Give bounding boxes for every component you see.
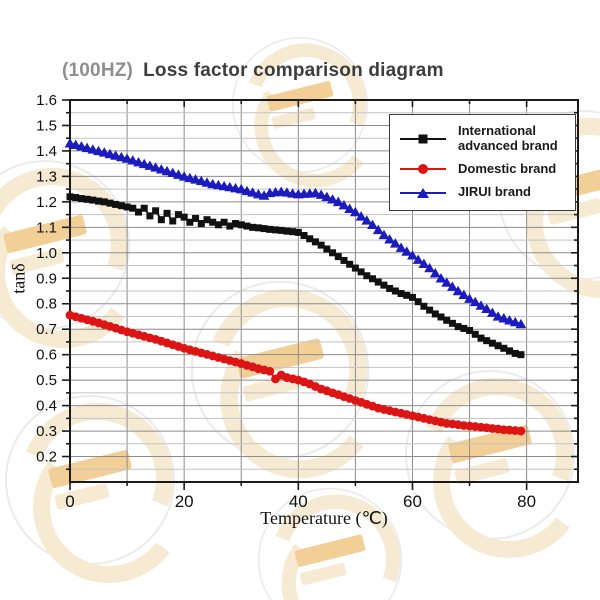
svg-text:20: 20 [175, 492, 194, 511]
y-axis-title: tanδ [8, 263, 29, 294]
x-axis-title: Temperature (℃) [260, 508, 388, 528]
svg-text:80: 80 [517, 492, 536, 511]
svg-text:0.7: 0.7 [36, 321, 57, 338]
svg-text:0.2: 0.2 [36, 449, 57, 466]
legend: International advanced brand Domestic br… [389, 114, 576, 211]
svg-text:60: 60 [403, 492, 422, 511]
series-square [66, 193, 525, 359]
legend-item-international: International advanced brand [400, 123, 569, 154]
series-triangle [64, 138, 527, 329]
svg-text:0.3: 0.3 [36, 423, 57, 440]
legend-item-domestic: Domestic brand [400, 161, 569, 177]
svg-text:1.5: 1.5 [36, 117, 57, 134]
y-tick-labels: 0.2 0.3 0.4 0.5 0.6 0.7 0.8 0.9 1.0 1.1 1.2 1.3 1.4 1… [36, 92, 57, 466]
svg-text:1.4: 1.4 [36, 143, 57, 160]
title-frequency: (100HZ) [62, 60, 134, 81]
svg-text:0.5: 0.5 [36, 372, 57, 389]
svg-text:1.3: 1.3 [36, 168, 57, 185]
svg-text:0.6: 0.6 [36, 347, 57, 364]
svg-text:0.9: 0.9 [36, 270, 57, 287]
title-text: Loss factor comparison diagram [143, 60, 444, 81]
gridlines [70, 100, 578, 482]
svg-text:1.2: 1.2 [36, 194, 57, 211]
legend-label: Domestic brand [458, 161, 557, 176]
svg-text:1.1: 1.1 [36, 219, 57, 236]
chart-title: (100HZ) Loss factor comparison diagram [62, 60, 444, 82]
svg-text:1.0: 1.0 [36, 245, 57, 262]
svg-text:0.8: 0.8 [36, 296, 57, 313]
legend-marker-square [400, 133, 446, 145]
svg-text:1.6: 1.6 [36, 92, 57, 109]
legend-item-jirui: JIRUI brand [400, 184, 569, 200]
legend-marker-circle [400, 163, 446, 175]
legend-label: JIRUI brand [458, 184, 531, 200]
legend-marker-triangle [400, 187, 446, 199]
legend-label: International advanced brand [458, 123, 558, 153]
svg-text:0.4: 0.4 [36, 398, 57, 415]
svg-text:40: 40 [289, 492, 308, 511]
